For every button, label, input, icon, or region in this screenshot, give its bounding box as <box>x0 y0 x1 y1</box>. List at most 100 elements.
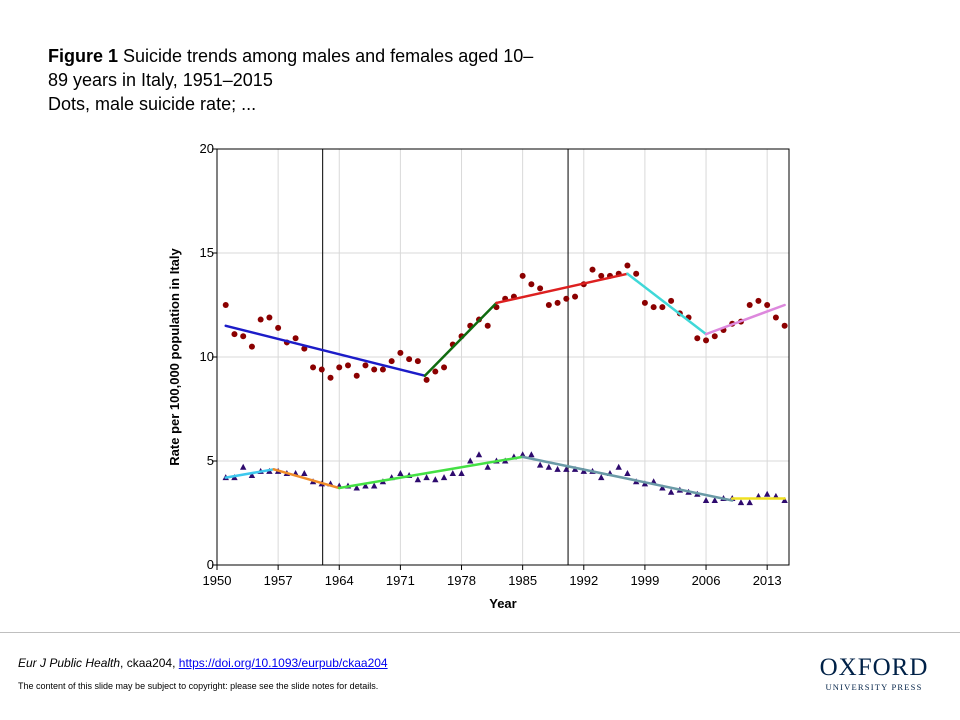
male-rate-point <box>711 333 718 340</box>
male-rate-point <box>327 374 334 381</box>
female-rate-point <box>711 497 718 504</box>
male-rate-point <box>336 364 343 371</box>
female-rate-point <box>353 484 360 491</box>
male-rate-point <box>668 297 675 304</box>
male-rate-point <box>554 299 561 306</box>
male-rate-point <box>318 366 325 373</box>
trend-segment <box>495 272 629 305</box>
trend-lines <box>224 272 786 502</box>
caption-line-1: Suicide trends among males and females a… <box>118 46 534 66</box>
male-rate-point <box>397 349 404 356</box>
female-rate-point <box>598 474 605 481</box>
x-tick-label: 2006 <box>692 573 721 588</box>
female-rate-point <box>414 476 422 483</box>
x-tick-label: 1957 <box>264 573 293 588</box>
male-rate-point <box>353 372 360 379</box>
caption-line-3: Dots, male suicide rate; ... <box>48 94 257 114</box>
male-rate-point <box>545 302 552 308</box>
male-rate-point <box>519 272 526 279</box>
female-rate-point <box>475 451 483 458</box>
female-rate-point <box>484 463 491 470</box>
male-rate-point <box>441 364 448 371</box>
male-rate-point <box>572 293 579 300</box>
male-rate-point <box>222 302 229 308</box>
y-axis-title: Rate per 100,000 population in Italy <box>167 248 182 466</box>
male-rate-point <box>772 314 779 321</box>
male-rate-point <box>641 299 648 306</box>
citation: Eur J Public Health, ckaa204, https://do… <box>18 656 388 670</box>
male-rate-point <box>257 316 264 323</box>
male-rate-point <box>589 266 596 273</box>
y-tick-label: 20 <box>200 141 214 156</box>
male-rate-point <box>659 304 666 311</box>
doi-link[interactable]: https://doi.org/10.1093/eurpub/ckaa204 <box>178 656 388 670</box>
male-rate-point <box>292 335 299 342</box>
male-rate-point <box>240 333 247 340</box>
trend-segment <box>224 468 276 479</box>
oxford-university-press-logo: OXFORD UNIVERSITY PRESS <box>806 655 942 693</box>
male-rate-point <box>301 345 308 352</box>
male-rate-point <box>563 295 570 302</box>
trend-segment <box>423 301 498 377</box>
male-rate-point <box>414 358 421 365</box>
y-tick-label: 5 <box>207 453 214 468</box>
x-tick-label: 1992 <box>569 573 598 588</box>
logo-subtitle: UNIVERSITY PRESS <box>825 682 923 692</box>
data-points <box>222 262 788 506</box>
female-rate-point <box>554 465 561 472</box>
female-rate-point <box>370 482 378 489</box>
joinpoint-lines <box>322 149 569 565</box>
male-rate-point <box>432 368 439 375</box>
female-rate-point <box>746 499 753 506</box>
male-rate-point <box>423 376 430 383</box>
copyright-notice: The content of this slide may be subject… <box>18 681 379 691</box>
female-rate-point <box>624 469 631 476</box>
male-rate-point <box>248 343 255 350</box>
male-rate-point <box>528 281 535 288</box>
y-tick-label: 10 <box>200 349 214 364</box>
x-tick-label: 1999 <box>630 573 659 588</box>
male-rate-point <box>633 270 640 277</box>
suicide-trend-chart: 0 5 10 15 20 1950 1957 1964 1971 1978 1985 1992 1999… <box>167 141 790 611</box>
axis-ticks: 0 5 10 15 20 1950 1957 1964 1971 1978 1985 1992 1999… <box>200 141 782 588</box>
female-rate-point <box>301 469 308 476</box>
x-axis-title: Year <box>489 596 516 611</box>
x-tick-label: 1978 <box>447 573 476 588</box>
male-rate-point <box>484 322 491 329</box>
female-rate-point <box>702 497 710 504</box>
figure-label: Figure 1 <box>48 46 119 66</box>
female-rate-point <box>615 463 622 470</box>
trend-segment <box>521 455 734 502</box>
male-rate-point <box>746 302 753 308</box>
x-tick-label: 1971 <box>386 573 415 588</box>
trend-segment <box>272 468 341 490</box>
y-tick-label: 0 <box>207 557 214 572</box>
male-rate-point <box>275 324 282 331</box>
male-rate-point <box>362 362 369 369</box>
article-id: , ckaa204, <box>120 656 179 670</box>
male-rate-point <box>371 366 378 373</box>
x-tick-label: 1985 <box>508 573 537 588</box>
male-rate-point <box>781 322 788 329</box>
male-rate-point <box>598 272 605 279</box>
female-rate-point <box>519 451 526 458</box>
female-rate-point <box>248 472 256 479</box>
logo-name: OXFORD <box>819 654 929 681</box>
trend-segment <box>338 455 524 490</box>
male-rate-point <box>406 356 413 363</box>
male-rate-point <box>764 302 771 308</box>
male-rate-point <box>379 366 386 373</box>
female-rate-point <box>362 482 369 489</box>
trend-segment <box>224 324 427 377</box>
female-rate-point <box>239 463 247 470</box>
female-rate-point <box>659 484 666 491</box>
male-rate-point <box>310 364 317 371</box>
trend-segment <box>704 303 786 336</box>
journal-name: Eur J Public Health <box>18 656 121 670</box>
male-rate-point <box>694 335 701 342</box>
female-rate-point <box>458 469 465 476</box>
female-rate-point <box>545 463 553 470</box>
footer-divider <box>0 632 960 633</box>
female-rate-point <box>397 469 404 476</box>
male-rate-point <box>755 297 762 304</box>
